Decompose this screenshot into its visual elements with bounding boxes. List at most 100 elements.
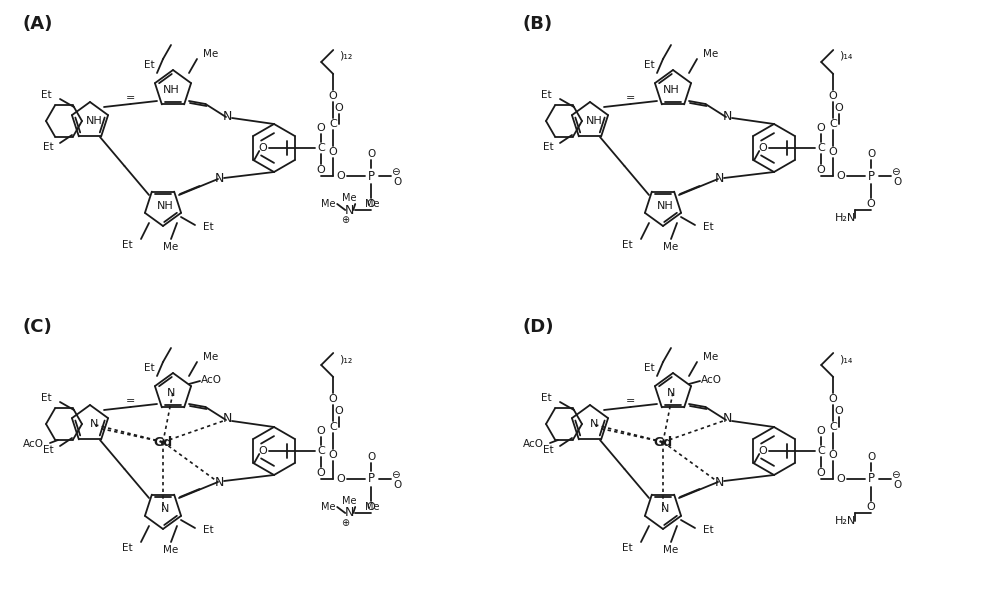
Text: N: N [214,475,224,489]
Text: Me: Me [342,496,356,506]
Text: N: N [222,109,232,123]
Text: P: P [868,169,875,183]
Text: N: N [661,504,669,514]
Text: O: O [337,171,346,181]
Text: AcO: AcO [701,375,722,385]
Text: O: O [817,165,826,175]
Text: O: O [335,406,344,416]
Text: Et: Et [541,90,552,100]
Text: O: O [317,426,326,436]
Text: )₁₂: )₁₂ [339,354,353,364]
Text: N: N [345,203,354,217]
Text: O: O [835,406,844,416]
Text: O: O [829,394,838,404]
Text: Me: Me [663,242,679,252]
Text: C: C [829,422,837,432]
Text: O: O [367,199,376,209]
Text: Me: Me [703,49,718,59]
Text: AcO: AcO [201,375,222,385]
Text: N: N [714,475,724,489]
Text: C: C [817,446,825,456]
Text: =: = [626,396,635,406]
Text: Me: Me [163,545,179,555]
Text: Me: Me [203,352,218,362]
Text: N: N [714,172,724,186]
Text: Et: Et [41,90,52,100]
Text: O: O [867,149,875,159]
Text: O: O [893,177,901,187]
Text: O: O [867,502,876,512]
Text: H₂N: H₂N [835,516,856,526]
Text: NH: NH [586,116,602,126]
Text: Et: Et [541,393,552,403]
Text: O: O [317,468,326,478]
Text: O: O [337,474,346,484]
Text: O: O [259,143,268,153]
Text: O: O [893,480,901,490]
Text: Et: Et [622,543,633,553]
Text: Et: Et [622,240,633,250]
Text: ⊖: ⊖ [391,470,400,480]
Text: =: = [126,396,135,406]
Text: Gd: Gd [653,435,673,449]
Text: O: O [329,147,338,157]
Text: AcO: AcO [23,439,44,449]
Text: O: O [393,177,401,187]
Text: )₁₄: )₁₄ [839,51,853,61]
Text: Et: Et [43,142,54,152]
Text: Et: Et [122,543,133,553]
Text: O: O [329,450,338,460]
Text: Et: Et [703,525,714,535]
Text: NH: NH [663,85,679,95]
Text: =: = [626,93,635,103]
Text: O: O [759,446,768,456]
Text: NH: NH [157,201,173,211]
Text: N: N [214,172,224,186]
Text: Et: Et [144,60,154,70]
Text: O: O [837,171,846,181]
Text: O: O [335,103,344,113]
Text: N: N [90,419,98,429]
Text: N: N [722,413,732,426]
Text: N: N [667,388,675,398]
Text: (D): (D) [522,318,554,336]
Text: Et: Et [543,445,554,455]
Text: O: O [367,502,376,512]
Text: ⊕: ⊕ [341,215,349,225]
Text: (A): (A) [22,15,52,33]
Text: O: O [317,165,326,175]
Text: C: C [329,422,337,432]
Text: O: O [829,147,838,157]
Text: O: O [329,394,338,404]
Text: O: O [817,426,826,436]
Text: Me: Me [203,49,218,59]
Text: Et: Et [203,222,214,232]
Text: ⊖: ⊖ [391,167,400,177]
Text: Me: Me [365,502,380,512]
Text: O: O [829,91,838,101]
Text: Me: Me [342,193,356,203]
Text: N: N [345,506,354,520]
Text: O: O [317,123,326,133]
Text: (C): (C) [22,318,52,336]
Text: N: N [722,109,732,123]
Text: C: C [329,119,337,129]
Text: Et: Et [703,222,714,232]
Text: AcO: AcO [523,439,544,449]
Text: )₁₂: )₁₂ [339,51,353,61]
Text: O: O [817,123,826,133]
Text: Me: Me [163,242,179,252]
Text: Et: Et [122,240,133,250]
Text: Et: Et [644,60,654,70]
Text: O: O [867,452,875,462]
Text: Me: Me [321,199,335,209]
Text: =: = [126,93,135,103]
Text: Me: Me [365,199,380,209]
Text: P: P [368,169,375,183]
Text: O: O [817,468,826,478]
Text: O: O [867,199,876,209]
Text: C: C [829,119,837,129]
Text: Et: Et [144,363,154,373]
Text: O: O [259,446,268,456]
Text: Me: Me [703,352,718,362]
